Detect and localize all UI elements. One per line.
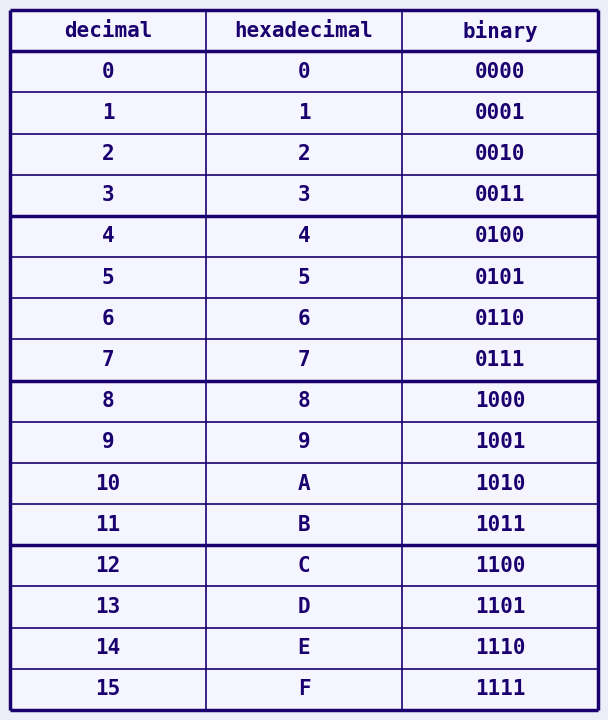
Text: 7: 7 <box>298 350 310 370</box>
Text: 0000: 0000 <box>475 62 525 82</box>
Text: 12: 12 <box>95 556 120 576</box>
Text: 10: 10 <box>95 474 120 493</box>
Text: 0110: 0110 <box>475 309 525 329</box>
Text: 0101: 0101 <box>475 268 525 288</box>
Text: D: D <box>298 597 310 617</box>
Text: 1000: 1000 <box>475 391 525 411</box>
Text: 4: 4 <box>298 227 310 246</box>
Text: 0: 0 <box>102 62 114 82</box>
Text: 5: 5 <box>102 268 114 288</box>
Text: hexadecimal: hexadecimal <box>235 21 373 40</box>
Text: 2: 2 <box>298 144 310 164</box>
Text: 3: 3 <box>102 185 114 205</box>
Text: 1110: 1110 <box>475 638 525 658</box>
Text: 1101: 1101 <box>475 597 525 617</box>
Text: 8: 8 <box>298 391 310 411</box>
Text: 0010: 0010 <box>475 144 525 164</box>
Text: 1: 1 <box>102 103 114 123</box>
Text: 0: 0 <box>298 62 310 82</box>
Text: 6: 6 <box>298 309 310 329</box>
Text: E: E <box>298 638 310 658</box>
Text: 2: 2 <box>102 144 114 164</box>
Text: 0011: 0011 <box>475 185 525 205</box>
Text: 7: 7 <box>102 350 114 370</box>
Text: 0001: 0001 <box>475 103 525 123</box>
Text: 0100: 0100 <box>475 227 525 246</box>
Text: 1011: 1011 <box>475 515 525 535</box>
Text: A: A <box>298 474 310 493</box>
Text: 1010: 1010 <box>475 474 525 493</box>
Text: 5: 5 <box>298 268 310 288</box>
Text: decimal: decimal <box>64 21 152 40</box>
Text: 8: 8 <box>102 391 114 411</box>
Text: 11: 11 <box>95 515 120 535</box>
Text: C: C <box>298 556 310 576</box>
Text: 1100: 1100 <box>475 556 525 576</box>
Text: 1111: 1111 <box>475 680 525 699</box>
Text: 14: 14 <box>95 638 120 658</box>
Text: 9: 9 <box>102 432 114 452</box>
Text: 3: 3 <box>298 185 310 205</box>
Text: binary: binary <box>462 19 538 42</box>
Text: 4: 4 <box>102 227 114 246</box>
Text: 1001: 1001 <box>475 432 525 452</box>
Text: 15: 15 <box>95 680 120 699</box>
Text: 9: 9 <box>298 432 310 452</box>
Text: 0111: 0111 <box>475 350 525 370</box>
Text: 1: 1 <box>298 103 310 123</box>
Text: 13: 13 <box>95 597 120 617</box>
Text: B: B <box>298 515 310 535</box>
Text: 6: 6 <box>102 309 114 329</box>
Text: F: F <box>298 680 310 699</box>
